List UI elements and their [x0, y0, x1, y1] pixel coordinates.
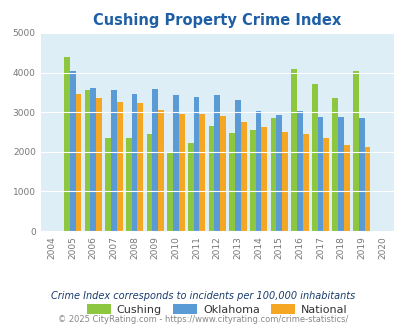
Bar: [358, 118, 364, 231]
Bar: [337, 117, 343, 231]
Bar: [158, 110, 164, 231]
Bar: [255, 112, 261, 231]
Bar: [146, 134, 152, 231]
Bar: [70, 71, 75, 231]
Bar: [332, 98, 337, 231]
Bar: [323, 138, 328, 231]
Bar: [276, 115, 281, 231]
Legend: Cushing, Oklahoma, National: Cushing, Oklahoma, National: [82, 300, 351, 319]
Bar: [290, 69, 296, 231]
Bar: [193, 97, 199, 231]
Bar: [214, 95, 220, 231]
Bar: [220, 116, 225, 231]
Bar: [311, 84, 317, 231]
Bar: [199, 114, 205, 231]
Bar: [249, 130, 255, 231]
Bar: [188, 143, 193, 231]
Bar: [173, 95, 178, 231]
Bar: [296, 112, 302, 231]
Bar: [261, 127, 266, 231]
Bar: [152, 89, 158, 231]
Bar: [126, 138, 131, 231]
Title: Cushing Property Crime Index: Cushing Property Crime Index: [93, 13, 341, 28]
Bar: [111, 90, 117, 231]
Bar: [270, 118, 276, 231]
Bar: [364, 147, 370, 231]
Bar: [240, 122, 246, 231]
Bar: [84, 90, 90, 231]
Text: Crime Index corresponds to incidents per 100,000 inhabitants: Crime Index corresponds to incidents per…: [51, 291, 354, 301]
Bar: [317, 117, 323, 231]
Bar: [178, 114, 184, 231]
Bar: [137, 103, 143, 231]
Bar: [302, 134, 308, 231]
Bar: [208, 126, 214, 231]
Bar: [117, 102, 122, 231]
Bar: [131, 94, 137, 231]
Bar: [75, 94, 81, 231]
Bar: [96, 98, 102, 231]
Bar: [90, 88, 96, 231]
Bar: [343, 145, 349, 231]
Bar: [105, 138, 111, 231]
Bar: [352, 71, 358, 231]
Bar: [234, 100, 240, 231]
Text: © 2025 CityRating.com - https://www.cityrating.com/crime-statistics/: © 2025 CityRating.com - https://www.city…: [58, 315, 347, 324]
Bar: [167, 152, 173, 231]
Bar: [281, 132, 287, 231]
Bar: [64, 57, 70, 231]
Bar: [229, 133, 234, 231]
